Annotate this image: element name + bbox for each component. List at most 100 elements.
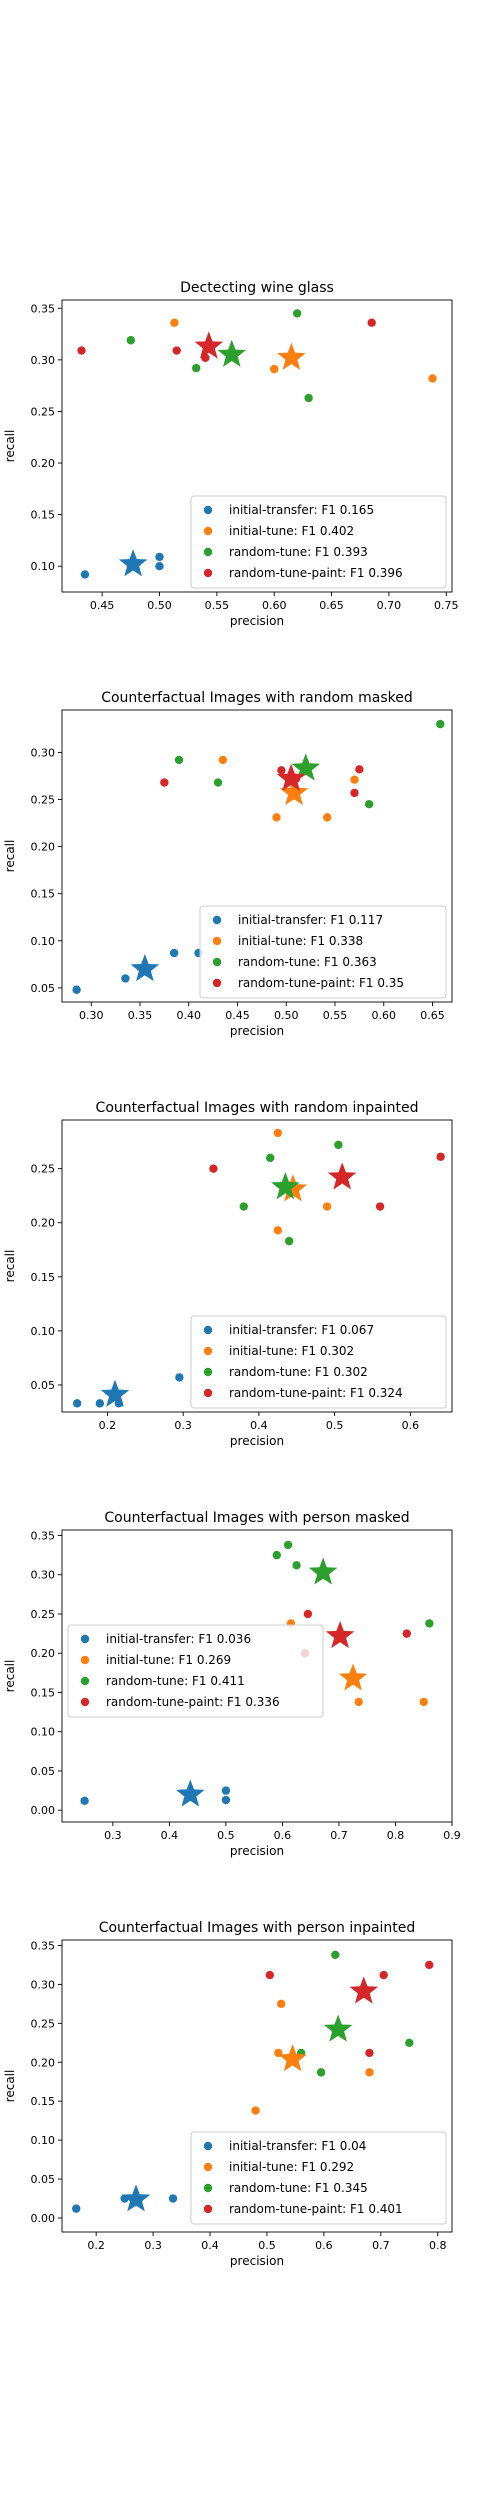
random-tune-point — [213, 778, 223, 787]
y-tick-label: 0.10 — [31, 935, 56, 948]
legend-marker-initial-tune — [212, 936, 222, 946]
y-tick-label: 0.10 — [31, 2134, 56, 2147]
y-axis-label: recall — [3, 1250, 17, 1283]
initial-transfer-star-marker — [176, 1779, 205, 1807]
initial-transfer-point — [80, 570, 90, 579]
legend-marker-initial-transfer — [203, 505, 213, 515]
initial-tune-point — [354, 1697, 363, 1707]
y-tick-label: 0.15 — [31, 1686, 56, 1699]
random-tune-paint-point — [367, 318, 376, 327]
y-tick-label: 0.25 — [31, 405, 56, 418]
x-tick-label: 0.70 — [377, 599, 402, 612]
x-tick-label: 0.50 — [147, 599, 172, 612]
chart-2: Counterfactual Images with random masked… — [3, 690, 453, 1038]
legend-label-initial-tune: initial-tune: F1 0.292 — [229, 2160, 354, 2174]
y-tick-label: 0.20 — [31, 457, 56, 470]
random-tune-point — [425, 1619, 434, 1628]
plot-frame — [61, 1529, 453, 1823]
random-tune-paint-star-marker — [276, 763, 306, 791]
random-tune-paint-point — [303, 1609, 313, 1619]
legend-label-initial-transfer: initial-transfer: F1 0.165 — [229, 503, 374, 517]
initial-tune-point — [273, 1226, 283, 1235]
x-tick-label: 0.7 — [330, 1829, 348, 1842]
plot-frame — [61, 709, 453, 1003]
legend-label-random-tune: random-tune: F1 0.345 — [229, 2181, 368, 2195]
x-tick-label: 0.3 — [144, 2239, 162, 2252]
initial-tune-point — [251, 2106, 260, 2115]
y-tick-label: 0.25 — [31, 1608, 56, 1621]
y-tick-label: 0.15 — [31, 1271, 56, 1284]
random-tune-point — [364, 799, 374, 809]
x-axis-label: precision — [230, 1434, 284, 1448]
initial-tune-star-marker — [277, 342, 306, 370]
y-tick-label: 0.35 — [31, 1529, 56, 1542]
initial-transfer-point — [72, 1399, 82, 1408]
x-tick-label: 0.35 — [128, 1009, 153, 1022]
x-tick-label: 0.2 — [99, 1419, 117, 1432]
random-tune-paint-point — [365, 2048, 374, 2058]
x-tick-label: 0.65 — [420, 1009, 445, 1022]
legend-marker-random-tune-paint — [212, 978, 222, 988]
legend-label-initial-tune: initial-tune: F1 0.302 — [229, 1344, 354, 1358]
chart-3: Counterfactual Images with random inpain… — [3, 1100, 453, 1448]
legend-marker-random-tune — [212, 957, 222, 967]
legend-marker-initial-tune — [80, 1655, 90, 1665]
y-tick-label: 0.35 — [31, 302, 56, 315]
initial-transfer-point — [221, 1786, 231, 1795]
y-tick-label: 0.30 — [31, 1569, 56, 1582]
initial-tune-point — [428, 374, 437, 383]
random-tune-point — [334, 1140, 343, 1150]
x-axis-label: precision — [230, 1024, 284, 1038]
random-tune-paint-point — [425, 1960, 434, 1970]
legend-label-initial-tune: initial-tune: F1 0.338 — [238, 934, 363, 948]
y-axis-label: recall — [3, 840, 17, 873]
random-tune-paint-point — [355, 765, 364, 774]
random-tune-paint-point — [277, 766, 286, 775]
legend-marker-initial-transfer — [203, 1325, 213, 1335]
y-tick-label: 0.05 — [31, 1765, 56, 1778]
initial-transfer-star-marker — [118, 549, 148, 577]
random-tune-paint-star-marker — [194, 331, 224, 359]
legend-label-initial-transfer: initial-transfer: F1 0.04 — [229, 2139, 366, 2153]
legend-marker-initial-tune — [203, 526, 213, 536]
legend-marker-random-tune-paint — [203, 568, 213, 578]
random-tune-star-marker — [291, 753, 321, 781]
y-axis-label: recall — [3, 2070, 17, 2103]
initial-transfer-point — [175, 1373, 184, 1382]
x-tick-label: 0.7 — [372, 2239, 390, 2252]
y-tick-label: 0.00 — [31, 1804, 56, 1817]
random-tune-point — [292, 309, 302, 318]
legend-marker-initial-transfer — [80, 1634, 90, 1644]
y-tick-label: 0.35 — [31, 1939, 56, 1952]
random-tune-star-marker — [323, 2014, 353, 2042]
chart-1: Dectecting wine glass 0.45 0.50 0.55 0.60 0.6… — [3, 280, 459, 628]
chart-title: Counterfactual Images with person inpain… — [99, 1920, 416, 1936]
plot-frame — [61, 1939, 453, 2233]
legend-label-random-tune: random-tune: F1 0.411 — [106, 1674, 245, 1688]
legend: initial-transfer: F1 0.04 initial-tune: F… — [190, 2131, 447, 2225]
random-tune-point — [316, 2068, 326, 2077]
chart-title: Counterfactual Images with person masked — [104, 1510, 409, 1526]
legend-label-random-tune: random-tune: F1 0.302 — [229, 1365, 368, 1379]
x-tick-label: 0.4 — [201, 2239, 219, 2252]
legend-label-random-tune-paint: random-tune-paint: F1 0.336 — [106, 1695, 280, 1709]
legend-label-initial-tune: initial-tune: F1 0.402 — [229, 524, 354, 538]
random-tune-point — [283, 1540, 293, 1550]
random-tune-paint-point — [160, 778, 169, 787]
initial-transfer-point — [155, 562, 164, 571]
initial-transfer-point — [72, 985, 81, 994]
legend-label-initial-tune: initial-tune: F1 0.269 — [106, 1653, 231, 1667]
y-tick-label: 0.15 — [31, 2095, 56, 2108]
y-tick-label: 0.25 — [31, 2017, 56, 2030]
chart-title: Dectecting wine glass — [180, 280, 334, 296]
x-tick-label: 0.40 — [177, 1009, 202, 1022]
x-axis-label: precision — [230, 2254, 284, 2268]
random-tune-paint-point — [265, 1970, 275, 1980]
legend-label-initial-transfer: initial-transfer: F1 0.067 — [229, 1323, 374, 1337]
random-tune-paint-point — [402, 1629, 411, 1638]
chart-title: Counterfactual Images with random masked — [101, 690, 413, 706]
legend: initial-transfer: F1 0.165 initial-tune: … — [190, 495, 447, 589]
initial-tune-star-marker — [338, 1663, 368, 1691]
initial-tune-point — [322, 1202, 332, 1211]
